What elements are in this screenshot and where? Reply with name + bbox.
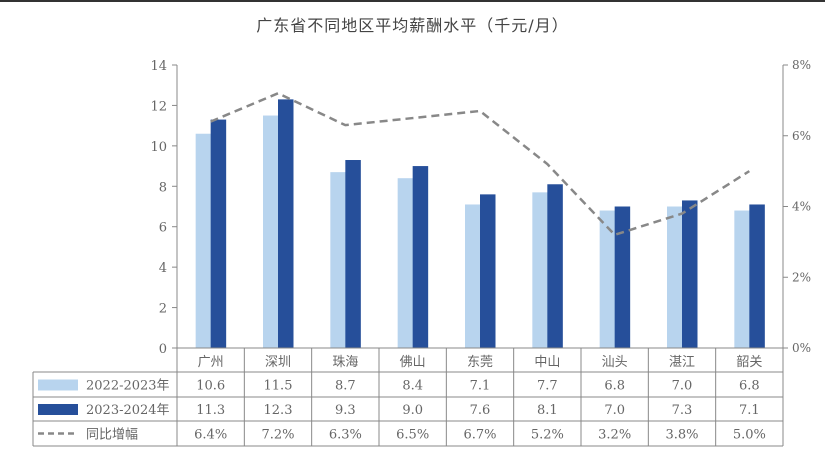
bar-1-4: [465, 204, 481, 348]
bar-2-3: [412, 166, 429, 348]
right-tick-label: 4%: [792, 200, 811, 214]
bar-1-5: [532, 192, 548, 348]
table-cell: 7.7: [537, 379, 558, 394]
legend-label: 2022-2023年: [86, 379, 170, 394]
table-cell: 7.1: [470, 379, 491, 394]
left-tick-label: 8: [159, 180, 167, 195]
table-cell: 6.8: [739, 379, 760, 394]
bar-1-3: [397, 178, 414, 348]
bar-2-1: [278, 99, 294, 348]
table-cell: 5.2%: [531, 428, 564, 443]
table-cell: 7.6: [470, 403, 491, 418]
left-tick-label: 14: [150, 59, 167, 74]
category-label: 汕头: [602, 355, 628, 370]
bar-2-6: [614, 206, 631, 348]
legend-swatch-1: [38, 379, 78, 391]
category-label: 韶关: [736, 354, 762, 370]
table-cell: 3.8%: [665, 428, 698, 443]
bar-2-8: [749, 204, 765, 348]
top-border: [0, 0, 825, 2]
table-cell: 9.3: [335, 403, 356, 418]
table-cell: 12.3: [264, 403, 293, 418]
left-tick-label: 10: [150, 140, 167, 155]
table-cell: 6.4%: [194, 428, 227, 443]
bar-2-5: [547, 184, 563, 348]
chart-title: 广东省不同地区平均薪酬水平（千元/月）: [256, 16, 569, 35]
bar-1-6: [599, 210, 616, 348]
table-cell: 10.6: [196, 379, 225, 394]
category-label: 东莞: [467, 355, 493, 370]
bar-2-7: [682, 200, 698, 348]
table-cell: 7.3: [672, 403, 693, 418]
table-cell: 11.3: [196, 403, 225, 418]
bar-1-8: [734, 210, 750, 348]
table-cell: 6.8: [604, 379, 625, 394]
legend-swatch-2: [38, 404, 78, 415]
left-tick-label: 4: [159, 261, 167, 276]
category-label: 湛江: [669, 355, 695, 370]
bar-2-4: [480, 194, 496, 348]
category-label: 深圳: [265, 355, 291, 370]
category-label: 珠海: [332, 355, 358, 370]
table-cell: 7.0: [672, 379, 693, 394]
table-cell: 7.2%: [261, 428, 294, 443]
table-cell: 11.5: [264, 379, 293, 394]
table-cell: 8.4: [402, 379, 423, 394]
category-label: 佛山: [400, 355, 426, 370]
legend-label: 2023-2024年: [86, 403, 170, 418]
table-cell: 8.7: [335, 379, 356, 394]
bar-2-0: [210, 119, 227, 348]
right-tick-label: 8%: [792, 58, 811, 72]
left-tick-label: 2: [159, 302, 167, 317]
table-cell: 7.1: [739, 403, 760, 418]
bar-1-0: [195, 133, 212, 348]
left-tick-label: 0: [159, 342, 167, 357]
table-cell: 9.0: [402, 403, 423, 418]
table-cell: 7.0: [604, 403, 625, 418]
table-cell: 3.2%: [598, 428, 631, 443]
right-tick-label: 2%: [792, 270, 811, 284]
category-label: 中山: [534, 355, 560, 370]
left-tick-label: 12: [150, 99, 167, 114]
growth-line: [210, 91, 750, 237]
right-tick-label: 0%: [792, 341, 811, 355]
bar-1-2: [330, 172, 346, 348]
table-cell: 8.1: [537, 403, 558, 418]
bar-1-1: [263, 115, 279, 349]
category-label: 广州: [198, 355, 224, 370]
table-cell: 6.3%: [329, 428, 362, 443]
table-cell: 6.7%: [463, 428, 496, 443]
left-tick-label: 6: [159, 221, 167, 236]
right-tick-label: 6%: [792, 129, 811, 143]
bar-2-2: [345, 160, 361, 348]
legend-label: 同比增幅: [86, 428, 138, 443]
bar-1-7: [667, 206, 683, 348]
table-cell: 6.5%: [396, 428, 429, 443]
table-cell: 5.0%: [733, 428, 766, 443]
